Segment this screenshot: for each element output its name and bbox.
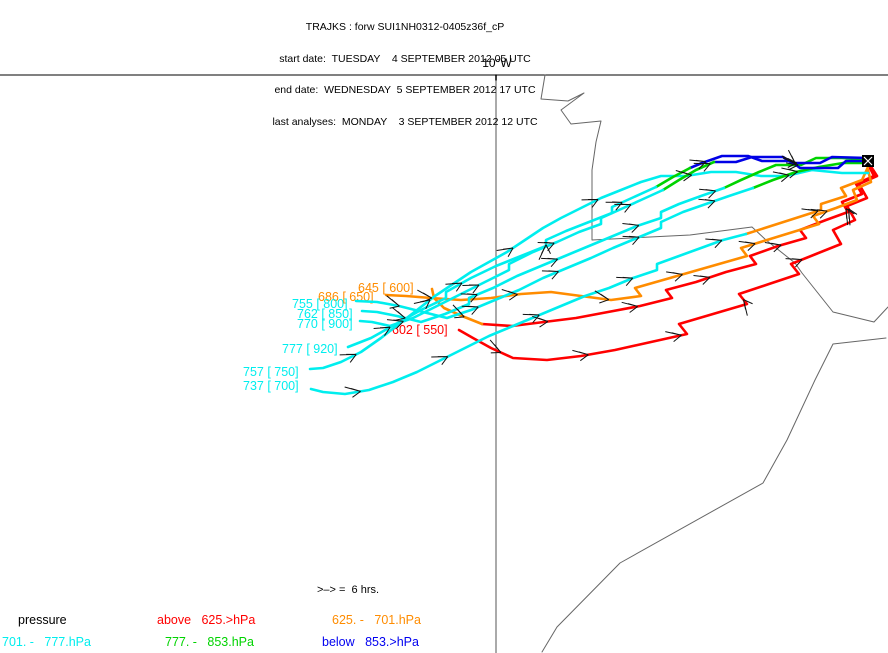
time-arrow <box>666 271 683 282</box>
coastline <box>540 74 888 323</box>
time-arrow <box>581 198 599 208</box>
time-arrow <box>392 307 406 321</box>
time-arrow <box>614 203 632 213</box>
time-arrow <box>460 293 478 303</box>
trajectory-path <box>688 154 870 170</box>
time-arrow <box>665 331 682 342</box>
time-arrow <box>622 222 640 233</box>
time-arrow <box>452 304 465 319</box>
time-arrow <box>461 305 479 315</box>
last-analyses-line: last analyses: MONDAY 3 SEPTEMBER 2012 1… <box>272 115 538 128</box>
time-arrow <box>386 319 404 329</box>
time-arrow <box>572 349 589 362</box>
time-arrow <box>785 149 797 166</box>
legend-entry-below-853: below 853.>hPa <box>322 635 419 649</box>
trajectory-path <box>358 188 665 328</box>
time-arrow <box>501 289 518 301</box>
time-arrow <box>693 162 711 172</box>
trajectory-750hpa <box>308 168 870 371</box>
time-arrow <box>698 198 716 209</box>
time-arrow <box>705 238 723 249</box>
time-arrow <box>810 208 828 219</box>
trajectory-600hpa <box>430 162 876 328</box>
time-arrow <box>538 244 551 260</box>
trajectory-endpoint-label: 762 [ 850] <box>297 307 353 321</box>
trajectory-path <box>430 287 484 326</box>
trajectory-920hpa <box>346 154 870 349</box>
time-step-note: >–> = 6 hrs. <box>317 584 380 596</box>
trajectory-path <box>661 160 716 192</box>
time-arrow <box>699 188 716 199</box>
time-arrow <box>344 386 361 398</box>
trajectory-endpoint-label: 777 [ 920] <box>282 342 338 356</box>
trajectory-path <box>346 185 658 349</box>
legend-title: pressure <box>18 613 67 627</box>
time-arrow <box>541 270 559 280</box>
trajectory-path <box>308 168 870 371</box>
trajectory-path <box>360 186 726 324</box>
trajectory-endpoint-label: 757 [ 750] <box>243 365 299 379</box>
trajectory-endpoint-label: 645 [ 600] <box>358 281 414 295</box>
end-date-line: end date: WEDNESDAY 5 SEPTEMBER 2012 17 … <box>274 84 536 96</box>
time-arrow <box>496 247 514 257</box>
time-arrow <box>373 326 391 336</box>
time-arrow <box>462 284 480 294</box>
time-arrow <box>621 301 639 313</box>
trajectory-path <box>744 165 870 236</box>
legend-entry-above-625: above 625.>hPa <box>157 613 256 627</box>
time-arrow <box>413 299 431 310</box>
time-arrow <box>742 299 753 316</box>
trajectory-550hpa <box>457 160 879 362</box>
plot-title: TRAJKS : forw SUI1NH0312-0405z36f_cP <box>305 21 505 33</box>
meridian-label: 10°W <box>482 56 512 70</box>
time-arrow <box>339 353 357 363</box>
time-arrow <box>764 241 782 253</box>
legend-entry-701-777: 701. - 777.hPa <box>2 635 91 649</box>
time-arrow <box>845 208 855 226</box>
trajectory-endpoint-label: 737 [ 700] <box>243 379 299 393</box>
time-arrow <box>445 282 463 292</box>
trajectory-path <box>384 168 873 302</box>
time-arrow <box>489 339 502 354</box>
time-arrow <box>622 235 640 246</box>
time-arrow <box>431 356 449 365</box>
trajectory-650hpa <box>384 168 873 302</box>
time-arrow <box>594 290 610 304</box>
origin-marker <box>862 155 874 167</box>
time-arrow <box>693 274 711 285</box>
time-arrow <box>675 170 693 182</box>
legend-entry-777-853: 777. - 853.hPa <box>165 635 254 649</box>
trajectory-path <box>751 161 870 190</box>
time-arrow <box>616 276 634 287</box>
time-arrow <box>689 159 707 170</box>
trajectory-path <box>480 162 876 328</box>
legend-entry-625-701: 625. - 701.hPa <box>332 613 421 627</box>
time-arrow <box>738 240 756 251</box>
coastline <box>541 337 887 653</box>
trajectory-endpoint-label: 770 [ 900] <box>297 317 353 331</box>
time-arrow <box>386 295 400 309</box>
time-arrow <box>785 258 803 268</box>
trajectory-endpoint-label: 755 [ 800] <box>292 297 348 311</box>
time-arrow <box>801 208 819 219</box>
time-arrow <box>605 201 623 211</box>
plot-header: TRAJKS : forw SUI1NH0312-0405z36f_cP sta… <box>272 1 537 148</box>
trajectory-700hpa <box>309 165 870 396</box>
time-arrow <box>532 315 549 328</box>
trajectory-path <box>457 160 879 362</box>
trajectory-path <box>354 186 755 320</box>
trajectory-path <box>654 166 692 189</box>
trajectory-path <box>309 232 748 396</box>
time-arrow <box>772 171 790 183</box>
time-arrow <box>522 313 540 323</box>
start-date-line: start date: TUESDAY 4 SEPTEMBER 2012 05 … <box>279 52 531 65</box>
time-arrow <box>541 257 559 268</box>
trajectory-endpoint-label: 602 [ 550] <box>392 323 448 337</box>
